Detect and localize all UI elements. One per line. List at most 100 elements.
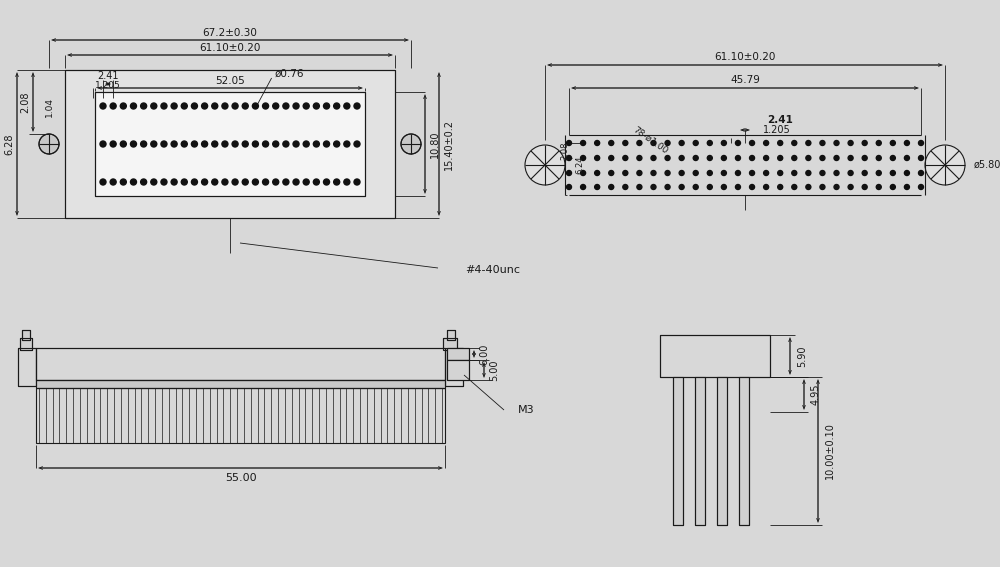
Circle shape: [764, 141, 769, 146]
Circle shape: [595, 184, 600, 189]
Text: 61.10±0.20: 61.10±0.20: [199, 43, 261, 53]
Bar: [65, 70, 395, 218]
Circle shape: [918, 141, 924, 146]
Circle shape: [862, 155, 867, 160]
Text: 6.28: 6.28: [4, 133, 14, 155]
Bar: [36, 388, 445, 443]
Circle shape: [100, 141, 106, 147]
Circle shape: [848, 184, 853, 189]
Bar: [445, 348, 463, 386]
Bar: [717, 377, 727, 525]
Circle shape: [273, 141, 279, 147]
Circle shape: [848, 141, 853, 146]
Circle shape: [344, 103, 350, 109]
Circle shape: [693, 141, 698, 146]
Circle shape: [581, 171, 586, 176]
Circle shape: [324, 179, 330, 185]
Circle shape: [232, 179, 238, 185]
Circle shape: [110, 103, 116, 109]
Text: 1.205: 1.205: [763, 125, 791, 135]
Circle shape: [293, 141, 299, 147]
Bar: [445, 348, 463, 386]
Bar: [695, 377, 705, 525]
Text: ø5.80: ø5.80: [973, 160, 1000, 170]
Circle shape: [130, 179, 136, 185]
Circle shape: [161, 103, 167, 109]
Circle shape: [735, 141, 740, 146]
Circle shape: [623, 155, 628, 160]
Circle shape: [334, 179, 340, 185]
Circle shape: [834, 171, 839, 176]
Circle shape: [876, 141, 881, 146]
Text: 45.79: 45.79: [730, 75, 760, 85]
Circle shape: [181, 103, 187, 109]
Circle shape: [595, 155, 600, 160]
Circle shape: [293, 179, 299, 185]
Circle shape: [792, 155, 797, 160]
Circle shape: [792, 184, 797, 189]
Circle shape: [283, 141, 289, 147]
Circle shape: [707, 155, 712, 160]
Text: 6.00: 6.00: [479, 343, 489, 365]
Circle shape: [161, 179, 167, 185]
Circle shape: [100, 179, 106, 185]
Circle shape: [581, 141, 586, 146]
Circle shape: [679, 184, 684, 189]
Circle shape: [581, 184, 586, 189]
Circle shape: [232, 103, 238, 109]
Circle shape: [721, 155, 726, 160]
Text: 2.08: 2.08: [560, 141, 570, 160]
Circle shape: [273, 179, 279, 185]
Circle shape: [679, 141, 684, 146]
Circle shape: [834, 155, 839, 160]
Circle shape: [242, 179, 248, 185]
Circle shape: [735, 171, 740, 176]
Circle shape: [918, 171, 924, 176]
Text: 2.41: 2.41: [767, 115, 793, 125]
Circle shape: [750, 171, 755, 176]
Circle shape: [637, 141, 642, 146]
Bar: [20, 338, 32, 350]
Circle shape: [806, 155, 811, 160]
Circle shape: [581, 155, 586, 160]
Bar: [443, 338, 457, 350]
Circle shape: [110, 141, 116, 147]
Circle shape: [354, 179, 360, 185]
Circle shape: [354, 103, 360, 109]
Circle shape: [242, 103, 248, 109]
Circle shape: [324, 141, 330, 147]
Circle shape: [623, 184, 628, 189]
Circle shape: [212, 179, 218, 185]
Bar: [18, 348, 36, 386]
Text: ø0.76: ø0.76: [275, 69, 304, 79]
Circle shape: [820, 184, 825, 189]
Circle shape: [721, 184, 726, 189]
Circle shape: [806, 184, 811, 189]
Circle shape: [918, 184, 924, 189]
Circle shape: [693, 171, 698, 176]
Circle shape: [263, 103, 269, 109]
Circle shape: [890, 184, 895, 189]
Text: 2.08: 2.08: [20, 91, 30, 113]
Text: 5.00: 5.00: [489, 359, 499, 381]
Circle shape: [161, 141, 167, 147]
Bar: [18, 348, 36, 386]
Circle shape: [39, 134, 59, 154]
Circle shape: [130, 103, 136, 109]
Bar: [20, 338, 32, 350]
Circle shape: [334, 141, 340, 147]
Bar: [443, 338, 457, 350]
Bar: [95, 92, 365, 196]
Circle shape: [141, 141, 147, 147]
Circle shape: [707, 141, 712, 146]
Circle shape: [834, 184, 839, 189]
Circle shape: [100, 103, 106, 109]
Circle shape: [792, 141, 797, 146]
Circle shape: [344, 141, 350, 147]
Bar: [660, 335, 770, 377]
Circle shape: [283, 179, 289, 185]
Bar: [447, 330, 455, 340]
Circle shape: [778, 184, 783, 189]
Circle shape: [263, 141, 269, 147]
Circle shape: [735, 155, 740, 160]
